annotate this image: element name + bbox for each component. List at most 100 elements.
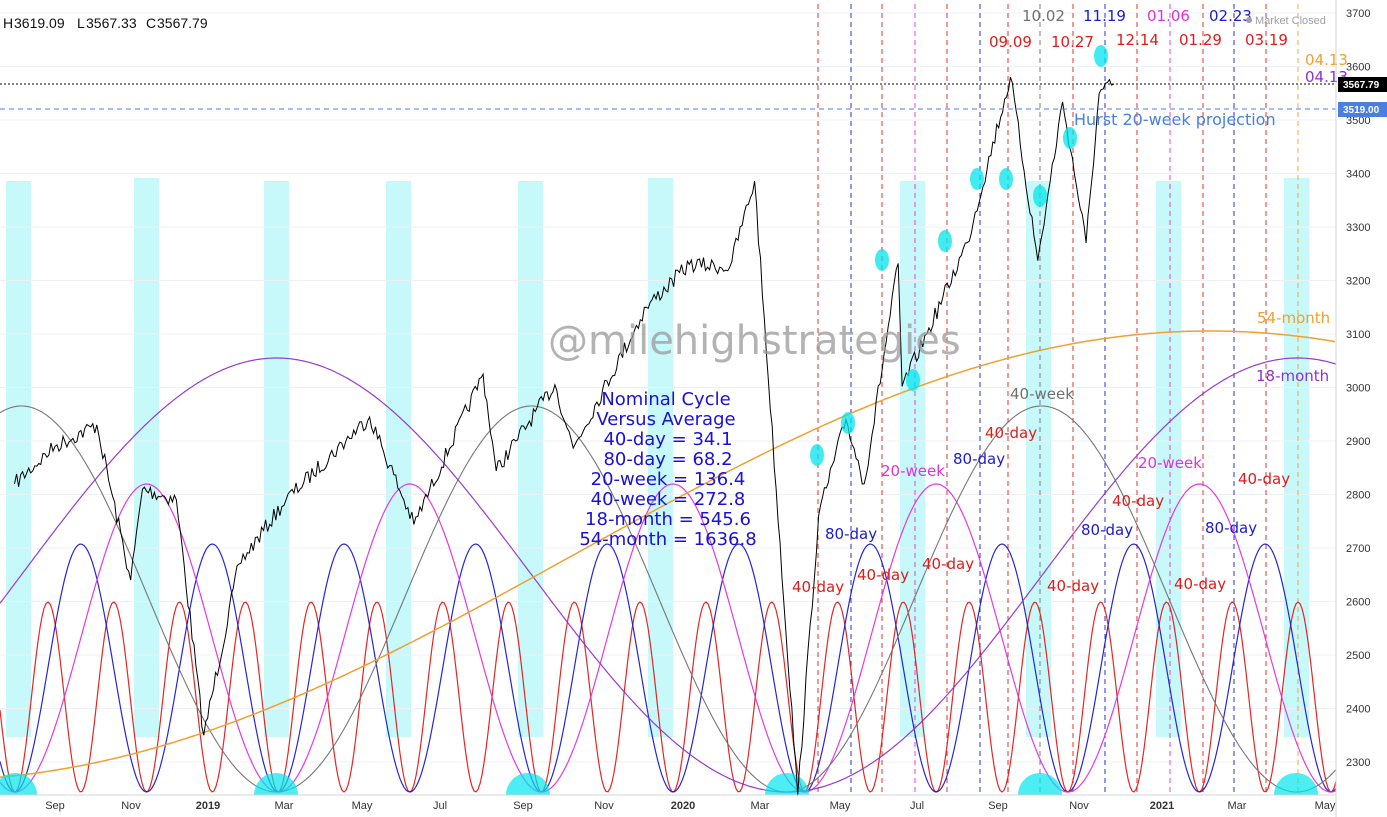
time-tick-label: Sep <box>513 800 533 812</box>
last-price-tag-text: 3567.79 <box>1343 80 1380 91</box>
time-tick-label: Jul <box>433 800 447 812</box>
date-label: 01.06 <box>1147 7 1190 25</box>
price-tick-label: 2500 <box>1346 650 1370 662</box>
date-label: 10.27 <box>1051 33 1094 51</box>
trough-band <box>1026 181 1051 737</box>
cycle-label-40-day: 40-day <box>985 424 1037 442</box>
date-label: 11.19 <box>1083 7 1126 25</box>
price-tick-label: 3100 <box>1346 329 1370 341</box>
time-tick-label: Nov <box>121 800 141 812</box>
trough-band <box>264 181 289 737</box>
cycle-label-40-day: 40-day <box>922 555 974 573</box>
nominal-line-1: Versus Average <box>596 409 735 430</box>
ohlc-low-label: L <box>77 15 85 31</box>
market-closed-icon <box>1246 17 1252 23</box>
price-tick-label: 2800 <box>1346 490 1370 502</box>
date-label: 10.02 <box>1022 7 1065 25</box>
nominal-line-6: 18-month = 545.6 <box>585 509 751 530</box>
ohlc-low-value: 3567.33 <box>86 15 137 31</box>
cycle-label-40-day: 40-day <box>1174 575 1226 593</box>
cycle-waves-layer <box>0 330 1337 793</box>
nominal-line-5: 40-week = 272.8 <box>591 489 746 510</box>
labels-layer: 40-day 40-day 40-day 40-day 40-day 40-day 40-d… <box>792 7 1348 596</box>
peak-marker <box>875 249 889 271</box>
cycle-wave-40-week <box>0 405 1337 793</box>
cycle-label-40-day: 40-day <box>792 578 844 596</box>
cycle-label-20-week: 20-week <box>1138 454 1202 472</box>
peak-marker <box>841 412 855 434</box>
nominal-line-3: 80-day = 68.2 <box>603 449 732 470</box>
peak-marker <box>1063 127 1077 149</box>
price-tick-label: 2700 <box>1346 543 1370 555</box>
trough-band <box>6 181 31 737</box>
trough-markers-layer <box>0 773 1318 795</box>
market-status-text: Market Closed <box>1255 15 1326 27</box>
trough-band <box>134 178 159 737</box>
peak-marker <box>938 230 952 252</box>
ohlc-high-value: 3619.09 <box>14 15 65 31</box>
price-tick-label: 2400 <box>1346 704 1370 716</box>
cycle-label-80-day: 80-day <box>1081 521 1133 539</box>
date-label: 02.23 <box>1209 7 1252 25</box>
time-tick-label: Mar <box>751 800 770 812</box>
price-tick-label: 3600 <box>1346 62 1370 74</box>
projection-price-tag-text: 3519.00 <box>1343 105 1380 116</box>
nominal-line-7: 54-month = 1636.8 <box>579 529 756 550</box>
ohlc-close-value: 3567.79 <box>157 15 208 31</box>
price-tick-label: 3200 <box>1346 276 1370 288</box>
price-tick-label: 3000 <box>1346 383 1370 395</box>
cycle-wave-80-day <box>0 543 1337 793</box>
price-tick-label: 2900 <box>1346 436 1370 448</box>
trough-band <box>1284 178 1309 737</box>
time-tick-label: Nov <box>1069 800 1089 812</box>
trough-band <box>518 181 543 737</box>
trough-marker <box>0 773 37 795</box>
cycle-label-40-week: 40-week <box>1010 385 1074 403</box>
price-tick-label: 3400 <box>1346 169 1370 181</box>
ohlc-close-label: C <box>146 15 156 31</box>
peak-marker <box>810 444 824 466</box>
time-tick-label: 2021 <box>1150 800 1174 812</box>
time-tick-label: Mar <box>275 800 294 812</box>
trough-marker <box>506 773 550 795</box>
cycle-label-18-month: 18-month <box>1256 367 1329 385</box>
cycle-label-54-month: 54-month <box>1257 309 1330 327</box>
trough-band <box>648 178 673 737</box>
nominal-line-0: Nominal Cycle <box>601 389 730 410</box>
last-price-tag-bg <box>1338 77 1387 92</box>
cycle-label-40-day: 40-day <box>857 566 909 584</box>
ohlc-header: H 3619.09 L 3567.33 C 3567.79 <box>3 15 208 31</box>
time-tick-label: Sep <box>45 800 65 812</box>
cycle-wave-40-day <box>0 601 1337 793</box>
time-tick-label: 2019 <box>196 800 220 812</box>
cycle-label-80-day: 80-day <box>953 450 1005 468</box>
trough-marker <box>1274 773 1318 795</box>
peak-markers-layer <box>810 45 1108 466</box>
date-label: 01.29 <box>1179 31 1222 49</box>
nominal-cycle-box: Nominal Cycle Versus Average 40-day = 34… <box>579 389 756 550</box>
time-tick-label: Mar <box>1228 800 1247 812</box>
ohlc-high-label: H <box>3 15 13 31</box>
price-tick-label: 3300 <box>1346 222 1370 234</box>
market-status: Market Closed <box>1246 15 1326 27</box>
peak-marker <box>1033 185 1047 207</box>
date-label: 09.09 <box>989 33 1032 51</box>
time-tick-label: May <box>830 800 851 812</box>
time-tick-label: 2020 <box>671 800 695 812</box>
date-label: 03.19 <box>1245 31 1288 49</box>
price-axis[interactable]: 2300 2400 2500 2600 2700 2800 2900 3000 3100 3200… <box>1335 0 1370 817</box>
peak-marker <box>1094 45 1108 67</box>
peak-marker <box>906 369 920 391</box>
grid-layer <box>0 12 1336 763</box>
projection-price-tag: 3519.00 <box>1338 102 1387 117</box>
cycle-wave-18-month <box>0 357 1337 793</box>
trough-marker <box>1018 773 1062 795</box>
cycle-label-40-day: 40-day <box>1238 470 1290 488</box>
price-series-line <box>14 77 1114 796</box>
time-axis[interactable]: Sep Nov 2019 Mar May Jul Sep Nov 2020 Mar May Jul Se… <box>0 794 1336 812</box>
horizontal-lines-layer <box>0 83 1336 110</box>
price-tick-label: 2600 <box>1346 597 1370 609</box>
time-tick-label: May <box>1315 800 1336 812</box>
